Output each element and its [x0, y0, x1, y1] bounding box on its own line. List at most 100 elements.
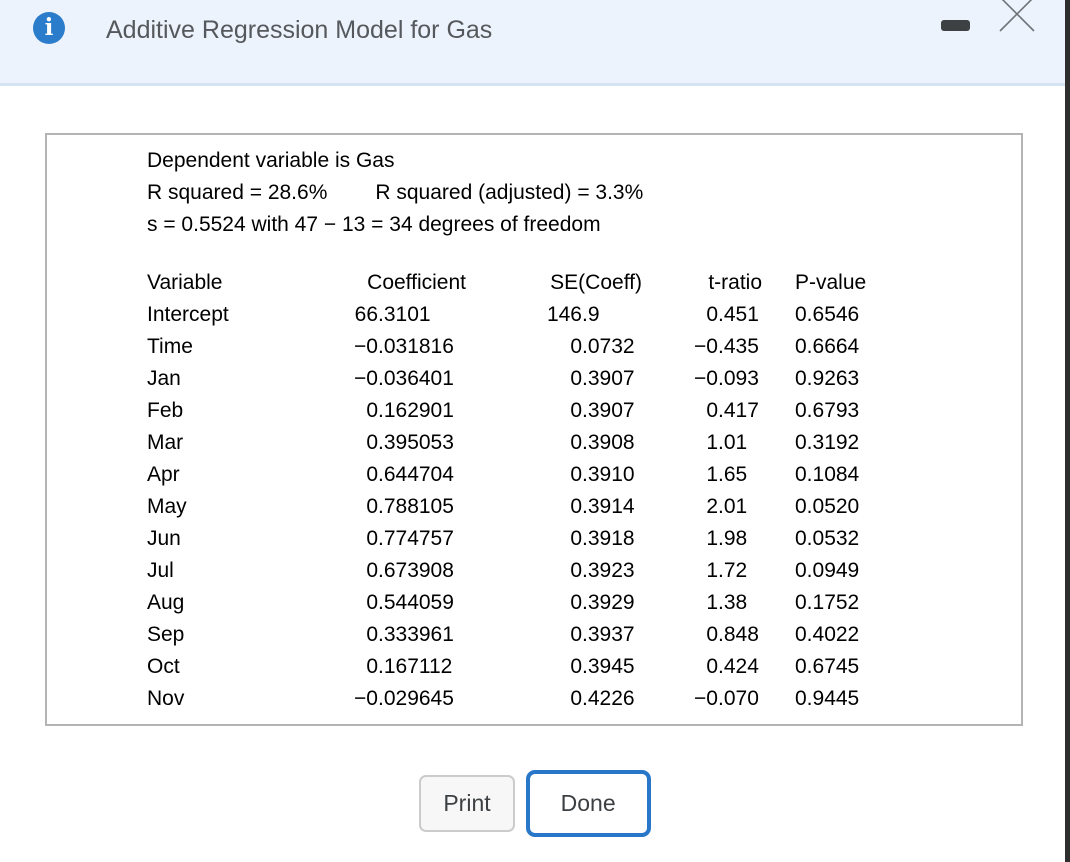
cell-coefficient: 0.167112: [298, 651, 466, 683]
print-button[interactable]: Print: [419, 774, 515, 832]
cell-coefficient: 0.333961: [298, 619, 466, 651]
column-header: Coefficient: [367, 271, 466, 294]
table-row: Feb 0.162901 0.3907 0.417 0.6793: [147, 395, 1021, 427]
cell-p-value: 0.1752: [795, 591, 860, 614]
cell-coefficient: −0.029645: [298, 683, 466, 715]
cell-se-coeff: 0.3908: [466, 427, 642, 459]
cell-se-coeff: 0.3923: [466, 555, 642, 587]
cell-se-coeff: 0.3914: [466, 491, 642, 523]
cell-t-ratio: 1.65: [642, 459, 762, 491]
fraction-part: .3923: [582, 559, 635, 582]
integer-part: 0: [570, 463, 582, 486]
cell-coefficient: 0.673908: [298, 555, 466, 587]
integer-part: 0: [570, 559, 582, 582]
fraction-part: .3907: [582, 367, 635, 390]
r-squared-line: R squared = 28.6% R squared (adjusted) = …: [147, 177, 1021, 209]
integer-part: 0: [366, 559, 378, 582]
cell-t-ratio: −0.093: [642, 363, 762, 395]
cell-p-value: 0.6793: [795, 399, 860, 422]
table-row: Jul 0.673908 0.3923 1.72 0.0949: [147, 555, 1021, 587]
table-row: Aug 0.544059 0.3929 1.38 0.1752: [147, 587, 1021, 619]
table-row: Sep 0.333961 0.3937 0.848 0.4022: [147, 619, 1021, 651]
table-row: Jun 0.774757 0.3918 1.98 0.0532: [147, 523, 1021, 555]
cell-t-ratio: 0.451: [642, 299, 762, 331]
column-header: Variable: [147, 271, 223, 294]
minimize-button[interactable]: [941, 20, 970, 31]
fraction-part: .3910: [582, 463, 635, 486]
integer-part: 146: [546, 303, 582, 326]
dialog-footer: Print Done: [0, 768, 1070, 838]
cell-se-coeff: 0.0732: [466, 331, 642, 363]
integer-part: 66: [354, 303, 378, 326]
cell-p-value: 0.0532: [795, 527, 860, 550]
integer-part: 0: [706, 623, 718, 646]
integer-part: −0: [694, 687, 718, 710]
fraction-part: .070: [718, 687, 759, 710]
cell-p-value: 0.6745: [795, 655, 860, 678]
cell-coefficient: −0.031816: [298, 331, 466, 363]
fraction-part: .167112: [378, 655, 453, 678]
fraction-part: .424: [718, 655, 759, 678]
fraction-part: .3907: [582, 399, 635, 422]
cell-variable: Apr: [147, 463, 180, 486]
column-header: SE(Coeff): [550, 271, 642, 294]
cell-coefficient: 0.395053: [298, 427, 466, 459]
cell-t-ratio: −0.435: [642, 331, 762, 363]
r-squared-adjusted-value: R squared (adjusted) = 3.3%: [375, 181, 644, 204]
integer-part: 0: [706, 655, 718, 678]
cell-variable: Intercept: [147, 303, 229, 326]
cell-se-coeff: 146.9: [466, 299, 642, 331]
fraction-part: .435: [718, 335, 759, 358]
cell-se-coeff: 0.3907: [466, 363, 642, 395]
fraction-part: .848: [718, 623, 759, 646]
integer-part: 0: [366, 527, 378, 550]
integer-part: 0: [706, 399, 718, 422]
coefficients-table: Variable Coefficient SE(Coeff) t-ratio P-val…: [147, 267, 1021, 715]
cell-t-ratio: 0.424: [642, 651, 762, 683]
integer-part: 1: [706, 591, 718, 614]
cell-t-ratio: 1.38: [642, 587, 762, 619]
regression-output-panel: Dependent variable is Gas R squared = 28…: [45, 133, 1023, 726]
integer-part: 0: [706, 303, 718, 326]
integer-part: 0: [570, 495, 582, 518]
info-icon: i: [33, 12, 65, 44]
fraction-part: .544059: [378, 591, 454, 614]
fraction-part: .3914: [582, 495, 635, 518]
fraction-part: .01: [718, 431, 748, 454]
cell-variable: Aug: [147, 591, 185, 614]
cell-variable: Jun: [147, 527, 181, 550]
integer-part: 1: [706, 431, 718, 454]
done-button[interactable]: Done: [525, 769, 651, 837]
integer-part: 1: [706, 527, 718, 550]
table-row: Intercept 66.3101 146.9 0.451 0.6546: [147, 299, 1021, 331]
cell-se-coeff: 0.3910: [466, 459, 642, 491]
cell-se-coeff: 0.3918: [466, 523, 642, 555]
cell-p-value: 0.4022: [795, 623, 860, 646]
fraction-part: .3918: [582, 527, 635, 550]
integer-part: 0: [366, 399, 378, 422]
fraction-part: .3101: [378, 303, 431, 326]
cell-t-ratio: 0.848: [642, 619, 762, 651]
fraction-part: .788105: [378, 495, 454, 518]
integer-part: −0: [694, 335, 718, 358]
fraction-part: .395053: [378, 431, 454, 454]
fraction-part: .01: [718, 495, 748, 518]
dialog-titlebar: i Additive Regression Model for Gas: [0, 0, 1070, 86]
fraction-part: .093: [718, 367, 759, 390]
fraction-part: .4226: [582, 687, 635, 710]
cell-p-value: 0.9263: [795, 367, 860, 390]
table-row: Apr 0.644704 0.3910 1.65 0.1084: [147, 459, 1021, 491]
cell-se-coeff: 0.3929: [466, 587, 642, 619]
integer-part: 0: [366, 495, 378, 518]
close-button[interactable]: [997, 0, 1037, 34]
table-row: Oct 0.167112 0.3945 0.424 0.6745: [147, 651, 1021, 683]
integer-part: 0: [366, 623, 378, 646]
fraction-part: .673908: [378, 559, 454, 582]
close-icon: [999, 0, 1035, 32]
cell-se-coeff: 0.3945: [466, 651, 642, 683]
s-line: s = 0.5524 with 47 − 13 = 34 degrees of …: [147, 213, 601, 236]
cell-coefficient: 0.544059: [298, 587, 466, 619]
cell-t-ratio: 2.01: [642, 491, 762, 523]
integer-part: 0: [570, 335, 582, 358]
fraction-part: .38: [718, 591, 748, 614]
